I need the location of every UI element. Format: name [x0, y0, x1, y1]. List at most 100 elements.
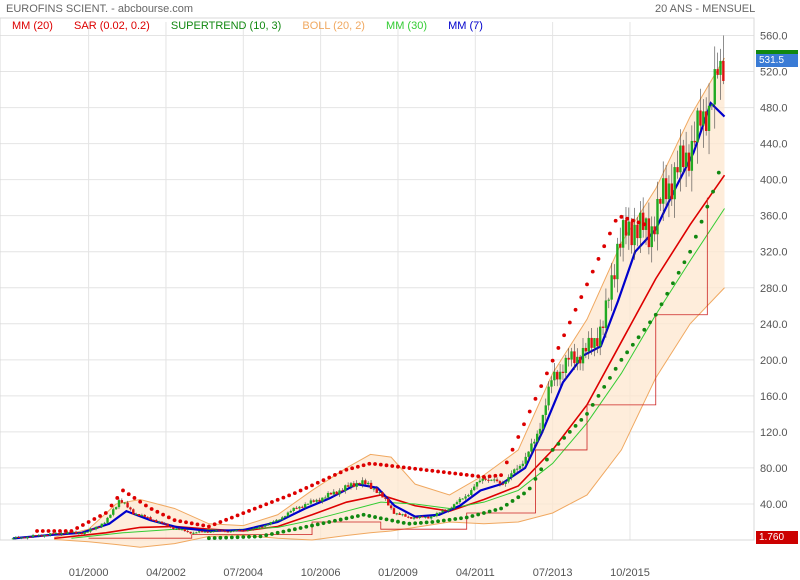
dot-supertrend — [229, 535, 234, 540]
candle-body — [54, 532, 58, 535]
candle-body — [286, 512, 290, 517]
dot-supertrend — [716, 170, 721, 175]
candle-body — [673, 167, 676, 200]
candle-body — [389, 505, 393, 509]
dot-sar — [207, 524, 211, 529]
y-tick-label: 440.0 — [760, 139, 788, 151]
candle-body — [392, 508, 396, 514]
y-tick-label: 360.0 — [760, 211, 788, 223]
dot-sar — [390, 464, 395, 468]
dot-sar — [613, 218, 618, 223]
x-tick-label: 04/2011 — [456, 567, 495, 579]
candle-body — [432, 516, 436, 518]
dot-supertrend — [711, 189, 715, 194]
candle-body — [573, 351, 576, 364]
candle-body — [243, 530, 247, 532]
dot-supertrend — [545, 457, 549, 462]
dot-sar — [292, 491, 297, 496]
dot-sar — [396, 464, 400, 469]
dot-supertrend — [636, 335, 641, 340]
candle-body — [690, 140, 694, 171]
dot-sar — [556, 346, 561, 350]
candle-body — [682, 145, 685, 168]
candle-body — [404, 514, 407, 517]
dot-sar — [184, 520, 188, 525]
candle-body — [616, 243, 619, 280]
candle-body — [155, 520, 158, 523]
dot-supertrend — [493, 508, 498, 512]
dot-supertrend — [659, 302, 664, 307]
dot-sar — [212, 522, 217, 527]
candle-body — [470, 490, 473, 495]
dot-supertrend — [224, 535, 229, 540]
dot-supertrend — [688, 249, 693, 254]
dot-supertrend — [264, 533, 269, 538]
dot-supertrend — [212, 536, 217, 540]
dot-sar — [585, 282, 589, 287]
dot-sar — [172, 518, 177, 523]
candle-body — [435, 513, 439, 517]
dot-supertrend — [430, 520, 435, 524]
dot-supertrend — [287, 528, 292, 533]
candle-body — [232, 530, 235, 532]
candle-body — [226, 531, 230, 533]
dot-supertrend — [693, 234, 698, 239]
candle-body — [23, 537, 26, 539]
bollinger-bands — [54, 57, 725, 548]
candle-body — [656, 198, 659, 235]
candle-body — [541, 414, 545, 429]
candle-body — [653, 226, 656, 235]
x-tick-label: 01/2000 — [69, 567, 109, 579]
candle-body — [114, 507, 118, 510]
legend-sar: SAR (0.02, 0.2) — [74, 20, 150, 32]
candle-body — [160, 521, 164, 524]
dot-sar — [178, 519, 183, 524]
candle-body — [467, 494, 470, 497]
candle-body — [195, 532, 198, 534]
candle-body — [538, 428, 542, 434]
dot-sar — [201, 523, 206, 528]
candle-body — [346, 485, 350, 487]
candle-body — [409, 517, 413, 519]
candle-body — [513, 469, 516, 474]
candle-body — [621, 220, 625, 248]
candle-body — [375, 488, 378, 493]
dot-sar — [579, 295, 584, 299]
candle-body — [335, 491, 338, 495]
candle-body — [203, 531, 207, 533]
candle-body — [266, 524, 270, 526]
dot-supertrend — [487, 509, 492, 514]
candle-body — [427, 516, 430, 519]
dot-supertrend — [705, 204, 710, 209]
dot-sar — [510, 447, 515, 452]
candle-body — [80, 532, 83, 535]
dot-sar — [310, 483, 314, 488]
x-axis: 01/2000 04/2002 07/2004 10/2006 01/2009 04/20… — [69, 567, 650, 579]
candle-body — [341, 490, 344, 492]
candle-body — [40, 535, 43, 537]
indicator-dots — [35, 170, 721, 541]
candle-body — [263, 525, 267, 527]
candle-body — [180, 529, 184, 531]
dot-sar — [86, 520, 91, 524]
dot-sar — [270, 500, 274, 504]
dot-sar — [229, 515, 234, 520]
dot-sar — [149, 507, 154, 511]
y-tick-label: 320.0 — [760, 247, 788, 259]
candle-body — [100, 523, 103, 527]
candle-body — [667, 183, 671, 200]
dot-sar — [161, 512, 165, 517]
candle-body — [20, 537, 23, 539]
candle-body — [452, 504, 456, 509]
dot-sar — [487, 474, 492, 479]
dot-sar — [126, 492, 131, 497]
dot-supertrend — [464, 515, 469, 520]
candle-body — [37, 535, 40, 537]
candle-body — [633, 224, 636, 246]
dot-sar — [573, 307, 578, 312]
candle-body — [550, 380, 553, 387]
y-tick-label: 560.0 — [760, 31, 788, 43]
dot-sar — [608, 231, 612, 236]
candle-body — [504, 481, 507, 484]
candle-body — [590, 337, 593, 348]
